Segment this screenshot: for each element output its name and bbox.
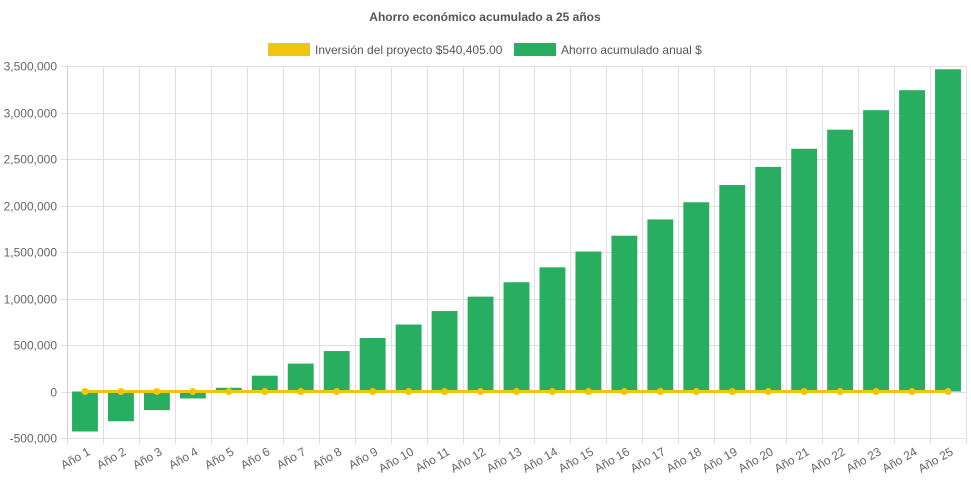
x-tick-label: Año 24 [880,444,920,475]
bar-savings[interactable] [683,202,710,392]
point-investment[interactable] [764,388,772,395]
x-tick-label: Año 11 [413,444,452,475]
bar-savings[interactable] [359,338,386,392]
x-tick-label: Año 4 [166,444,200,472]
point-investment[interactable] [153,388,161,395]
x-tick-label: Año 21 [772,444,812,475]
bar-savings[interactable] [251,375,278,392]
bar-savings[interactable] [143,391,170,411]
bar-savings[interactable] [539,267,566,392]
y-tick-label: 1,000,000 [4,293,58,307]
x-tick-label: Año 1 [58,444,92,472]
x-tick-label: Año 3 [130,444,164,472]
bar-savings[interactable] [827,129,854,392]
point-investment[interactable] [225,388,233,395]
point-investment[interactable] [441,388,449,395]
legend-label-investment: Inversión del proyecto $540,405.00 [315,43,503,57]
y-tick-label: -500,000 [10,432,58,446]
y-tick-label: 0 [50,386,57,400]
y-axis: 3,500,000 3,000,000 2,500,000 2,000,000 1,50… [4,60,68,446]
bar-savings[interactable] [431,311,458,392]
bar-savings[interactable] [755,166,782,392]
x-tick-label: Año 25 [916,444,956,475]
x-tick-label: Año 19 [700,444,740,475]
bar-series-savings [72,69,961,432]
point-investment[interactable] [944,388,952,395]
y-tick-label: 2,000,000 [4,200,58,214]
legend-swatch-savings [514,43,556,56]
x-tick-label: Año 23 [844,444,884,475]
point-investment[interactable] [369,388,377,395]
x-tick-label: Año 20 [736,444,776,475]
y-tick-label: 2,500,000 [4,153,58,167]
x-tick-label: Año 14 [520,444,560,475]
point-investment[interactable] [836,388,844,395]
line-series-investment [81,388,952,395]
point-investment[interactable] [513,388,520,395]
bar-savings[interactable] [107,391,134,422]
bar-savings[interactable] [467,296,494,392]
y-tick-label: 500,000 [14,339,58,353]
x-tick-label: Año 22 [808,444,848,475]
y-tick-label: 1,500,000 [4,246,58,260]
bar-savings[interactable] [863,110,890,392]
bar-savings[interactable] [575,251,602,392]
bar-savings[interactable] [719,185,746,392]
point-investment[interactable] [800,388,808,395]
legend-label-savings: Ahorro acumulado anual $ [561,43,702,57]
point-investment[interactable] [656,388,664,395]
point-investment[interactable] [477,388,485,395]
x-tick-label: Año 2 [94,444,128,472]
x-tick-label: Año 15 [556,444,596,475]
point-investment[interactable] [405,388,413,395]
legend-item-investment[interactable]: Inversión del proyecto $540,405.00 [268,43,503,57]
x-tick-label: Año 7 [274,444,308,472]
point-investment[interactable] [81,388,89,395]
point-investment[interactable] [117,388,125,395]
point-investment[interactable] [692,388,700,395]
y-tick-label: 3,000,000 [4,107,58,121]
x-tick-label: Año 13 [484,444,524,475]
y-tick-label: 3,500,000 [4,60,58,74]
point-investment[interactable] [297,388,305,395]
point-investment[interactable] [908,388,916,395]
bar-savings[interactable] [395,324,422,392]
x-tick-label: Año 16 [592,444,632,475]
x-tick-label: Año 6 [238,444,272,472]
point-investment[interactable] [189,388,197,395]
x-tick-label: Año 17 [628,444,668,475]
bar-savings[interactable] [791,148,818,392]
chart-title: Ahorro económico acumulado a 25 años [369,10,601,24]
point-investment[interactable] [261,388,269,395]
x-tick-label: Año 9 [346,444,380,472]
x-tick-label: Año 12 [448,444,488,475]
x-tick-label: Año 5 [202,444,236,472]
point-investment[interactable] [584,388,592,395]
point-investment[interactable] [548,388,556,395]
bar-savings[interactable] [503,282,530,392]
x-axis: Año 1 Año 2 Año 3 Año 4 Año 5 Año 6 Año 7 Año 8… [58,444,955,475]
bar-savings[interactable] [935,69,961,392]
x-tick-label: Año 10 [376,444,416,475]
bar-savings[interactable] [611,235,638,392]
point-investment[interactable] [872,388,880,395]
legend-item-savings[interactable]: Ahorro acumulado anual $ [514,43,702,57]
legend-swatch-investment [268,43,310,56]
point-investment[interactable] [728,388,736,395]
grid-lines [61,66,967,444]
bar-savings[interactable] [899,90,926,392]
bar-savings[interactable] [647,219,674,392]
bar-savings[interactable] [323,351,350,392]
bar-savings[interactable] [287,363,314,392]
legend: Inversión del proyecto $540,405.00 Ahorr… [268,43,702,57]
x-tick-label: Año 18 [664,444,704,475]
point-investment[interactable] [620,388,628,395]
point-investment[interactable] [333,388,341,395]
bar-savings[interactable] [72,391,98,432]
x-tick-label: Año 8 [310,444,344,472]
